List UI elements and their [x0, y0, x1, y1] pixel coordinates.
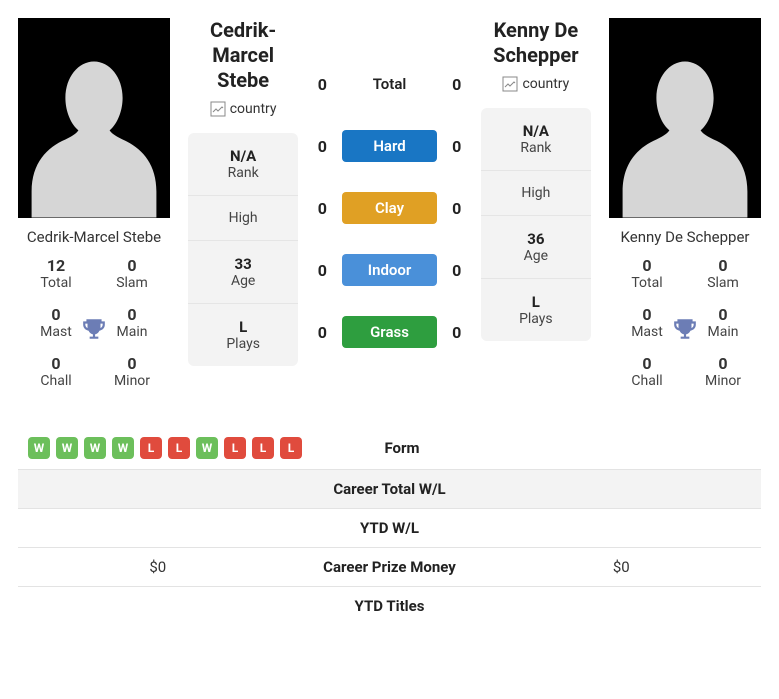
stat-mast: 0 Mast — [20, 305, 92, 340]
player1-info-box: N/A Rank High 33 Age L Plays — [188, 133, 298, 366]
stat-main: 0 Main — [687, 305, 759, 340]
form-loss-badge: L — [252, 437, 274, 459]
player1-name: Cedrik-Marcel Stebe — [18, 218, 170, 252]
player1-avatar — [18, 18, 170, 218]
form-win-badge: W — [28, 437, 50, 459]
player1-stat-grid: 12 Total 0 Slam 0 Mast 0 Main 0 Chall — [18, 252, 170, 399]
country-alt-text: country — [522, 76, 569, 92]
form-loss-badge: L — [280, 437, 302, 459]
h2h-grass-row: 0 Grass 0 — [316, 316, 462, 348]
broken-image-icon — [502, 76, 518, 92]
h2h-hard-row: 0 Hard 0 — [316, 130, 462, 162]
player2-card: Kenny De Schepper 0 Total 0 Slam 0 Mast … — [609, 18, 761, 399]
country-alt-text: country — [230, 101, 277, 117]
stat-minor: 0 Minor — [687, 354, 759, 389]
form-win-badge: W — [196, 437, 218, 459]
row-form: WWWWLLWLLL Form — [18, 427, 761, 470]
avatar-silhouette-icon — [29, 48, 159, 218]
h2h-total-row: 0 Total 0 — [316, 68, 462, 100]
surface-indoor-button[interactable]: Indoor — [342, 254, 436, 286]
player2-title: Kenny De Schepper — [481, 18, 591, 68]
stat-main: 0 Main — [96, 305, 168, 340]
player2-country: country — [481, 76, 591, 92]
info-age: 33 Age — [188, 241, 298, 304]
player1-title: Cedrik-Marcel Stebe — [188, 18, 298, 93]
form-win-badge: W — [84, 437, 106, 459]
player2-name: Kenny De Schepper — [609, 218, 761, 252]
stat-chall: 0 Chall — [611, 354, 683, 389]
h2h-indoor-row: 0 Indoor 0 — [316, 254, 462, 286]
player1-country: country — [188, 101, 298, 117]
h2h-total-label: Total — [342, 68, 436, 100]
form-loss-badge: L — [224, 437, 246, 459]
h2h-top-grid: Cedrik-Marcel Stebe 12 Total 0 Slam 0 Ma… — [18, 18, 761, 399]
info-high: High — [481, 171, 591, 216]
stat-minor: 0 Minor — [96, 354, 168, 389]
form-win-badge: W — [112, 437, 134, 459]
info-rank: N/A Rank — [481, 108, 591, 171]
surface-grass-button[interactable]: Grass — [342, 316, 436, 348]
surface-clay-button[interactable]: Clay — [342, 192, 436, 224]
player2-info-col: Kenny De Schepper country N/A Rank High … — [481, 18, 591, 399]
player1-card: Cedrik-Marcel Stebe 12 Total 0 Slam 0 Ma… — [18, 18, 170, 399]
info-plays: L Plays — [481, 279, 591, 341]
stat-slam: 0 Slam — [96, 256, 168, 291]
h2h-center-col: 0 Total 0 0 Hard 0 0 Clay 0 0 Indoor 0 0… — [316, 18, 462, 399]
player2-avatar — [609, 18, 761, 218]
form-loss-badge: L — [168, 437, 190, 459]
form-win-badge: W — [56, 437, 78, 459]
stat-total: 0 Total — [611, 256, 683, 291]
player1-info-col: Cedrik-Marcel Stebe country N/A Rank Hig… — [188, 18, 298, 399]
avatar-silhouette-icon — [620, 48, 750, 218]
info-rank: N/A Rank — [188, 133, 298, 196]
stat-mast: 0 Mast — [611, 305, 683, 340]
stat-total: 12 Total — [20, 256, 92, 291]
stat-slam: 0 Slam — [687, 256, 759, 291]
info-high: High — [188, 196, 298, 241]
comparison-table: WWWWLLWLLL Form Career Total W/L YTD W/L… — [18, 427, 761, 625]
stat-chall: 0 Chall — [20, 354, 92, 389]
row-ytd-wl: YTD W/L — [18, 509, 761, 548]
player2-stat-grid: 0 Total 0 Slam 0 Mast 0 Main 0 Chall — [609, 252, 761, 399]
player2-info-box: N/A Rank High 36 Age L Plays — [481, 108, 591, 341]
row-career-wl: Career Total W/L — [18, 470, 761, 509]
info-age: 36 Age — [481, 216, 591, 279]
broken-image-icon — [210, 101, 226, 117]
player1-form: WWWWLLWLLL — [26, 437, 302, 459]
row-ytd-titles: YTD Titles — [18, 587, 761, 625]
form-loss-badge: L — [140, 437, 162, 459]
surface-hard-button[interactable]: Hard — [342, 130, 436, 162]
info-plays: L Plays — [188, 304, 298, 366]
h2h-clay-row: 0 Clay 0 — [316, 192, 462, 224]
row-prize: $0 Career Prize Money $0 — [18, 548, 761, 587]
